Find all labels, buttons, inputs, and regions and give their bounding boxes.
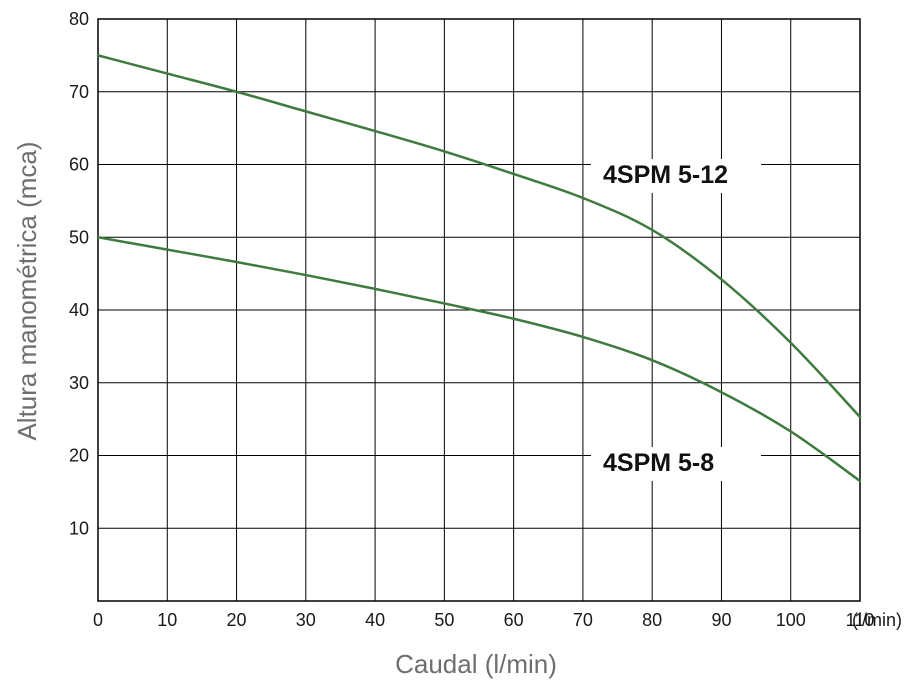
x-tick-label: 40	[365, 610, 385, 630]
series-curve-4spm-5-8	[96, 236, 862, 483]
y-tick-label: 10	[69, 518, 89, 538]
series-label-4spm-5-12: 4SPM 5-12	[603, 161, 728, 189]
y-tick-label: 50	[69, 227, 89, 247]
plot-frame	[97, 18, 861, 602]
y-tick-label: 40	[69, 300, 89, 320]
x-axis-unit-label: (l/min)	[852, 610, 902, 630]
series-curve-4spm-5-12	[96, 54, 862, 419]
x-tick-label: 10	[157, 610, 177, 630]
series-labels: 4SPM 5-12 4SPM 5-8	[591, 159, 761, 481]
series-curves	[96, 54, 862, 483]
x-axis-title: Caudal (l/min)	[395, 649, 557, 679]
x-tick-label: 90	[711, 610, 731, 630]
series-label-backdrop	[591, 159, 761, 193]
x-tick-label: 70	[573, 610, 593, 630]
y-axis-title: Altura manométrica (mca)	[12, 141, 42, 440]
y-tick-label: 80	[69, 9, 89, 29]
x-tick-label: 80	[642, 610, 662, 630]
y-tick-label: 30	[69, 373, 89, 393]
x-tick-label: 0	[93, 610, 103, 630]
series-label-4spm-5-8: 4SPM 5-8	[603, 449, 714, 477]
x-tick-label: 110	[846, 610, 875, 630]
x-tick-label: 30	[296, 610, 316, 630]
y-tick-label: 20	[69, 446, 89, 466]
x-tick-label: 50	[434, 610, 454, 630]
x-tick-label: 60	[504, 610, 524, 630]
series-label-backdrop	[591, 447, 761, 481]
y-tick-label: 60	[69, 155, 89, 175]
y-tick-label: 70	[69, 82, 89, 102]
x-tick-label: 100	[776, 610, 806, 630]
tick-labels: 0 10 20 30 40 50 60 70 80 90 100 110 10 20 30 40 50 60 70 8…	[69, 9, 874, 630]
x-tick-label: 20	[227, 610, 247, 630]
